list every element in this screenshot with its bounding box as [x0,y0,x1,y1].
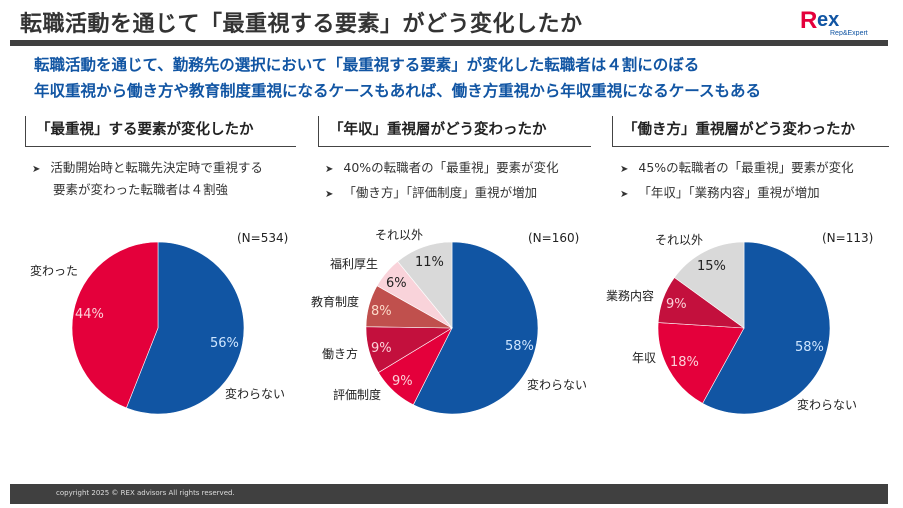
slice-label: 働き方 [322,346,358,361]
slice-label: 変わらない [225,386,285,401]
section-heading-2: 「年収」重視層がどう変わったか [318,116,591,147]
pie-chart-3 [657,241,831,415]
n-label: (N=160) [528,231,579,245]
section-heading-3: 「働き方」重視層がどう変わったか [612,116,889,147]
bullet-list-3: ➤ 45%の転職者の「最重視」要素が変化 ➤ 「年収」「業務内容」重視が増加 [620,160,854,200]
data-label: 9% [371,341,392,356]
slice-label: 福利厚生 [330,256,378,271]
slice-label: 業務内容 [606,288,654,303]
svg-text:R: R [800,7,817,34]
data-label: 11% [415,255,444,270]
slice-label: それ以外 [655,233,703,247]
arrowhead-icon: ➤ [620,189,629,200]
data-label: 58% [795,340,824,355]
pie-chart-2 [365,241,539,415]
slice-label: 変わった [30,263,78,278]
n-label: (N=534) [237,231,288,245]
pie-slice [412,241,539,415]
lead-line-1: 転職活動を通じて、勤務先の選択において「最重視する要素」が変化した転職者は４割に… [34,56,700,74]
pie-slice [125,241,245,415]
slice-label: 評価制度 [333,387,381,402]
slice-label: 変わらない [797,397,857,412]
section-heading-1: 「最重視」する要素が変化したか [25,116,296,147]
arrowhead-icon: ➤ [325,164,334,175]
slice-label: 年収 [632,351,656,365]
slice-label: それ以外 [375,228,423,242]
arrowhead-icon: ➤ [325,189,334,200]
data-label: 15% [697,259,726,274]
data-label: 8% [371,304,392,319]
slice-label: 教育制度 [311,294,359,309]
title-divider [10,40,888,46]
bullet-list-1: ➤ 活動開始時と転職先決定時で重視する 要素が変わった転職者は４割強 [32,160,263,197]
pie-slice [674,241,745,329]
pie-chart-1 [71,241,245,415]
slice-label: 変わらない [527,377,587,392]
data-label: 56% [210,336,239,351]
pie-slice [397,241,453,329]
data-label: 58% [505,339,534,354]
bullet-list-2: ➤ 40%の転職者の「最重視」要素が変化 ➤ 「働き方」「評価制度」重視が増加 [325,160,559,200]
data-label: 6% [386,276,407,291]
n-label: (N=113) [822,231,873,245]
arrowhead-icon: ➤ [620,164,629,175]
lead-line-2: 年収重視から働き方や教育制度重視になるケースもあれば、働き方重視から年収重視にな… [34,82,761,100]
data-label: 9% [666,297,687,312]
data-label: 44% [75,307,104,322]
svg-text:Rep&Expert: Rep&Expert [830,30,868,36]
rex-logo: R ex Rep&Expert [800,7,868,36]
pie-slice [71,241,159,409]
footer: copyright 2025 © REX advisors All rights… [10,484,888,504]
arrowhead-icon: ➤ [32,164,41,175]
pie-slice [657,322,745,404]
svg-text:ex: ex [817,9,839,31]
data-label: 18% [670,355,699,370]
pie-slice [702,241,831,415]
data-label: 9% [392,374,413,389]
page-title: 転職活動を通じて「最重視する要素」がどう変化したか [20,12,583,37]
